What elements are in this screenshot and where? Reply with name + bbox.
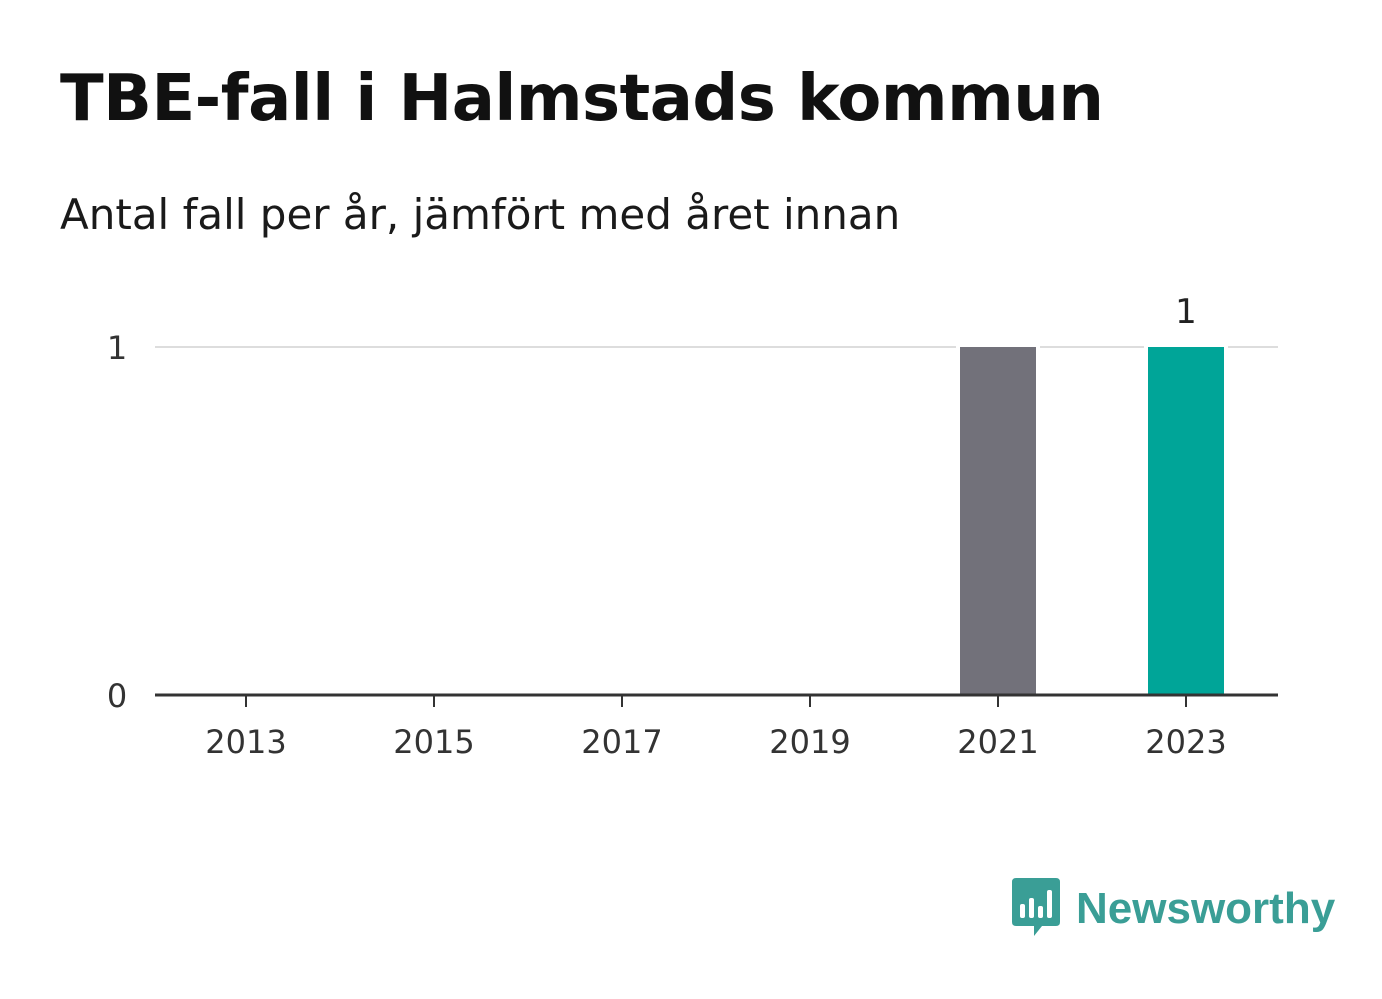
bar <box>1148 347 1224 695</box>
x-tick-label: 2013 <box>205 723 286 761</box>
chart-subtitle: Antal fall per år, jämfört med året inna… <box>60 190 901 239</box>
x-tick-label: 2023 <box>1145 723 1226 761</box>
data-label: 1 <box>1175 292 1197 332</box>
newsworthy-logo-icon <box>1012 878 1060 936</box>
x-tick-label: 2019 <box>769 723 850 761</box>
brand-logo: Newsworthy <box>1010 878 1335 940</box>
y-tick-label: 0 <box>107 677 127 715</box>
brand-name: Newsworthy <box>1076 884 1336 933</box>
chart-title: TBE-fall i Halmstads kommun <box>60 62 1104 136</box>
x-tick-label: 2021 <box>957 723 1038 761</box>
bar-chart: 0 1 2013 2015 2017 2019 2021 2023 1 <box>107 292 1278 761</box>
x-tick-label: 2017 <box>581 723 662 761</box>
y-tick-label: 1 <box>107 329 127 367</box>
bar <box>960 347 1036 695</box>
x-tick-label: 2015 <box>393 723 474 761</box>
